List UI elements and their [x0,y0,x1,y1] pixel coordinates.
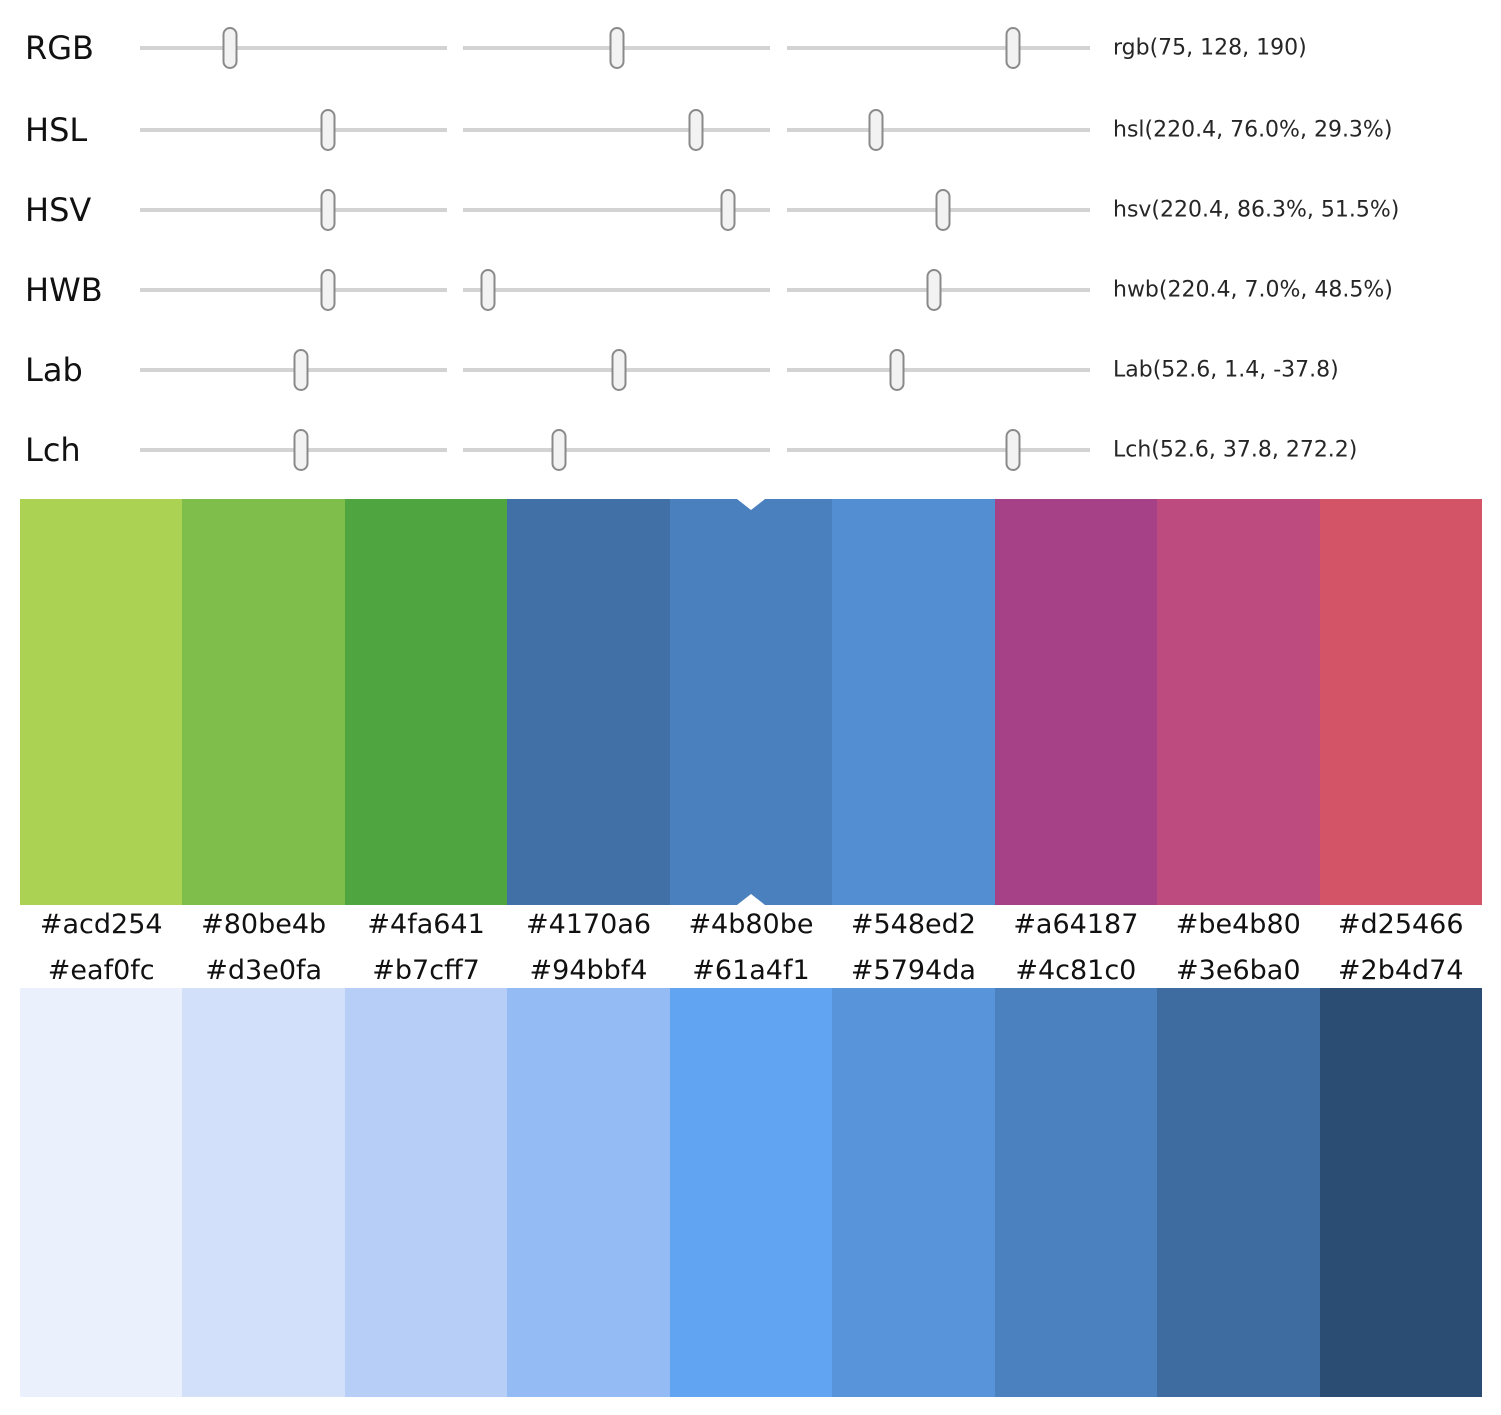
hex-label: #eaf0fc [47,954,155,986]
rgb-g-slider-handle[interactable] [609,27,625,69]
lab-l-slider-track[interactable] [140,349,447,391]
hwb-w-slider-track[interactable] [463,269,770,311]
hwb-h-slider-handle[interactable] [320,269,336,311]
shade-swatch[interactable] [344,988,508,1397]
hex-label: #4c81c0 [1015,954,1137,986]
shade-swatch[interactable] [1157,988,1320,1397]
hsv-s-slider-track[interactable] [463,189,770,231]
palette-swatch-selected[interactable] [669,499,833,905]
selection-notch-top-icon [736,499,765,510]
lch-value-text: Lch(52.6, 37.8, 272.2) [1113,437,1358,463]
hex-label: #80be4b [201,908,327,940]
slider-row-lch: Lch Lch(52.6, 37.8, 272.2) [0,410,1501,490]
colorspace-label-lch: Lch [25,431,81,469]
hsl-s-slider-handle[interactable] [688,109,704,151]
hwb-w-slider-handle[interactable] [480,269,496,311]
palette-swatch[interactable] [1319,499,1482,905]
hex-label: #61a4f1 [692,954,810,986]
lab-value-text: Lab(52.6, 1.4, -37.8) [1113,357,1339,383]
colorspace-label-hsl: HSL [25,111,88,149]
hsv-value-text: hsv(220.4, 86.3%, 51.5%) [1113,197,1400,223]
hsl-s-slider-track[interactable] [463,109,770,151]
colorspace-label-hwb: HWB [25,271,103,309]
hsl-h-slider-track[interactable] [140,109,447,151]
hsv-h-slider-handle[interactable] [320,189,336,231]
rgb-r-slider-track[interactable] [140,27,447,69]
hex-label: #be4b80 [1175,908,1301,940]
palette-swatch[interactable] [832,499,995,905]
lch-h-slider-handle[interactable] [1005,429,1021,471]
hex-label: #2b4d74 [1337,954,1464,986]
hwb-b-slider-track[interactable] [787,269,1090,311]
lch-c-slider-handle[interactable] [551,429,567,471]
hsv-h-slider-track[interactable] [140,189,447,231]
hex-label: #d25466 [1337,908,1464,940]
harmony-palette [20,499,1482,905]
hwb-h-slider-track[interactable] [140,269,447,311]
hsl-value-text: hsl(220.4, 76.0%, 29.3%) [1113,117,1393,143]
lab-l-slider-handle[interactable] [293,349,309,391]
slider-row-hwb: HWB hwb(220.4, 7.0%, 48.5%) [0,250,1501,330]
colorspace-label-lab: Lab [25,351,83,389]
shade-swatch[interactable] [1319,988,1482,1397]
palette-swatch[interactable] [994,499,1158,905]
hex-label: #4170a6 [526,908,652,940]
rgb-b-slider-handle[interactable] [1005,27,1021,69]
palette-swatch[interactable] [1157,499,1320,905]
shade-swatch[interactable] [832,988,995,1397]
shade-swatch[interactable] [994,988,1158,1397]
palette-swatch[interactable] [182,499,345,905]
shade-swatch[interactable] [20,988,183,1397]
selection-notch-bottom-icon [736,894,765,905]
hex-label: #a64187 [1013,908,1139,940]
hex-label: #d3e0fa [205,954,323,986]
lab-b-slider-track[interactable] [787,349,1090,391]
hex-label: #5794da [850,954,976,986]
hsv-s-slider-handle[interactable] [720,189,736,231]
rgb-b-slider-track[interactable] [787,27,1090,69]
shades-hex-labels: #eaf0fc #d3e0fa #b7cff7 #94bbf4 #61a4f1 … [20,949,1482,991]
lch-l-slider-handle[interactable] [293,429,309,471]
rgb-value-text: rgb(75, 128, 190) [1113,35,1307,61]
slider-row-hsl: HSL hsl(220.4, 76.0%, 29.3%) [0,90,1501,170]
lab-a-slider-track[interactable] [463,349,770,391]
hsv-v-slider-track[interactable] [787,189,1090,231]
palette-swatch[interactable] [344,499,508,905]
palette-swatch[interactable] [507,499,670,905]
slider-row-rgb: RGB rgb(75, 128, 190) [0,8,1501,88]
hsl-l-slider-handle[interactable] [868,109,884,151]
slider-row-hsv: HSV hsv(220.4, 86.3%, 51.5%) [0,170,1501,250]
lch-c-slider-track[interactable] [463,429,770,471]
hex-label: #acd254 [39,908,163,940]
shade-swatch[interactable] [669,988,833,1397]
hex-label: #b7cff7 [372,954,480,986]
rgb-r-slider-handle[interactable] [222,27,238,69]
shade-swatch[interactable] [507,988,670,1397]
lab-a-slider-handle[interactable] [611,349,627,391]
shade-swatch[interactable] [182,988,345,1397]
hwb-value-text: hwb(220.4, 7.0%, 48.5%) [1113,277,1393,303]
rgb-g-slider-track[interactable] [463,27,770,69]
hex-label: #4fa641 [367,908,485,940]
harmony-hex-labels: #acd254 #80be4b #4fa641 #4170a6 #4b80be … [20,903,1482,945]
shades-palette [20,988,1482,1397]
hsl-h-slider-handle[interactable] [320,109,336,151]
lch-l-slider-track[interactable] [140,429,447,471]
colorspace-label-rgb: RGB [25,29,94,67]
hsv-v-slider-handle[interactable] [935,189,951,231]
slider-row-lab: Lab Lab(52.6, 1.4, -37.8) [0,330,1501,410]
hex-label: #94bbf4 [529,954,648,986]
hex-label: #4b80be [688,908,814,940]
hex-label: #548ed2 [850,908,976,940]
hex-label: #3e6ba0 [1176,954,1301,986]
lch-h-slider-track[interactable] [787,429,1090,471]
hsl-l-slider-track[interactable] [787,109,1090,151]
colorspace-label-hsv: HSV [25,191,92,229]
lab-b-slider-handle[interactable] [889,349,905,391]
palette-swatch[interactable] [20,499,183,905]
hwb-b-slider-handle[interactable] [926,269,942,311]
